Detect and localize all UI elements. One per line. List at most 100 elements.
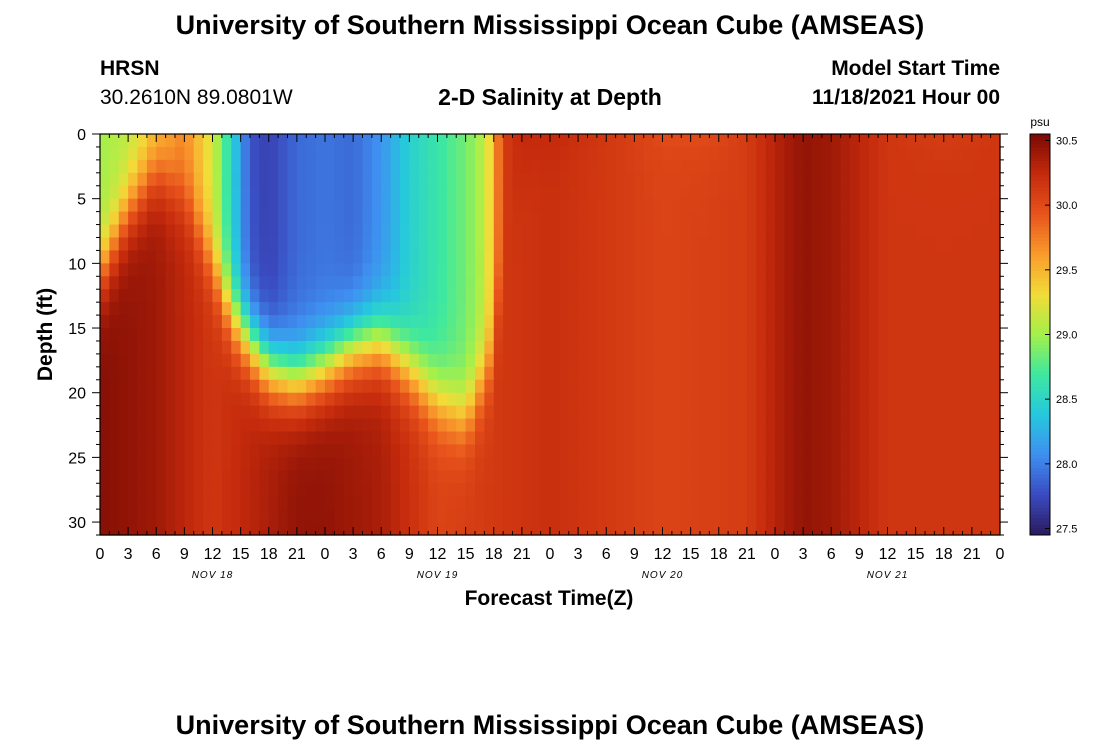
- heatmap-cell: [578, 366, 589, 381]
- heatmap-cell: [587, 405, 598, 420]
- heatmap-cell: [962, 172, 973, 187]
- heatmap-cell: [915, 444, 926, 458]
- heatmap-cell: [559, 418, 570, 433]
- heatmap-cell: [896, 159, 907, 174]
- colorbar-segment: [1030, 367, 1050, 372]
- heatmap-cell: [240, 353, 251, 368]
- heatmap-cell: [193, 250, 204, 264]
- heatmap-cell: [812, 328, 823, 342]
- heatmap-cell: [512, 353, 523, 368]
- colorbar-segment: [1030, 210, 1050, 215]
- heatmap-cell: [100, 418, 110, 433]
- heatmap-cell: [981, 353, 992, 368]
- heatmap-cell: [578, 496, 589, 510]
- heatmap-cell: [925, 496, 935, 510]
- heatmap-cell: [878, 263, 889, 277]
- heatmap-cell: [343, 302, 354, 316]
- heatmap-cell: [887, 211, 898, 226]
- heatmap-cell: [353, 159, 364, 174]
- heatmap-cell: [287, 340, 298, 355]
- heatmap-cell: [700, 159, 710, 174]
- heatmap-cell: [709, 315, 720, 329]
- heatmap-cell: [118, 134, 129, 148]
- colorbar-segment: [1030, 294, 1050, 299]
- heatmap-cell: [512, 276, 523, 290]
- heatmap-cell: [109, 392, 120, 407]
- colorbar-segment: [1030, 224, 1050, 229]
- heatmap-cell: [390, 509, 401, 523]
- colorbar-unit: psu: [1030, 115, 1049, 129]
- heatmap-cell: [278, 522, 289, 536]
- heatmap-cell: [540, 483, 551, 497]
- heatmap-cell: [934, 366, 945, 381]
- heatmap-cell: [728, 263, 739, 277]
- heatmap-cell: [990, 263, 1001, 277]
- heatmap-cell: [887, 198, 898, 213]
- heatmap-cell: [100, 522, 110, 536]
- heatmap-cell: [418, 522, 429, 536]
- heatmap-cell: [578, 263, 589, 277]
- heatmap-cell: [503, 392, 514, 407]
- heatmap-cell: [278, 224, 289, 239]
- heatmap-cell: [859, 159, 870, 174]
- colorbar-segment: [1030, 488, 1050, 493]
- heatmap-cell: [728, 509, 739, 523]
- heatmap-cell: [887, 328, 898, 342]
- heatmap-cell: [221, 483, 232, 497]
- colorbar-segment: [1030, 197, 1050, 202]
- colorbar-segment: [1030, 217, 1050, 222]
- heatmap-cell: [371, 366, 382, 381]
- heatmap-cell: [268, 418, 279, 433]
- colorbar-segment: [1030, 441, 1050, 446]
- heatmap-cell: [681, 328, 692, 342]
- heatmap-cell: [128, 392, 139, 407]
- heatmap-cell: [831, 328, 842, 342]
- heatmap-cell: [184, 276, 195, 290]
- heatmap-cell: [831, 483, 842, 497]
- heatmap-cell: [428, 444, 439, 458]
- heatmap-cell: [812, 237, 823, 252]
- heatmap-cell: [784, 276, 795, 290]
- heatmap-cell: [231, 328, 242, 342]
- heatmap-cell: [990, 392, 1001, 407]
- heatmap-cell: [606, 444, 617, 458]
- heatmap-cell: [446, 328, 457, 342]
- heatmap-cell: [550, 159, 560, 174]
- heatmap-cell: [240, 405, 251, 420]
- heatmap-cell: [728, 185, 739, 200]
- heatmap-cell: [409, 340, 420, 355]
- heatmap-cell: [540, 159, 551, 174]
- heatmap-cell: [671, 379, 682, 394]
- heatmap-cell: [100, 172, 110, 187]
- heatmap-cell: [625, 224, 635, 239]
- heatmap-cell: [643, 431, 654, 446]
- heatmap-cell: [278, 276, 289, 290]
- heatmap-cell: [493, 250, 504, 264]
- heatmap-cell: [212, 198, 223, 213]
- heatmap-cell: [512, 431, 523, 446]
- heatmap-cell: [503, 250, 514, 264]
- heatmap-cell: [390, 146, 401, 161]
- heatmap-cell: [962, 315, 973, 329]
- heatmap-cell: [971, 496, 982, 510]
- heatmap-cell: [475, 237, 485, 252]
- heatmap-cell: [128, 496, 139, 510]
- heatmap-cell: [165, 198, 176, 213]
- heatmap-cell: [268, 444, 279, 458]
- heatmap-cell: [259, 315, 270, 329]
- heatmap-cell: [962, 263, 973, 277]
- heatmap-cell: [353, 431, 364, 446]
- heatmap-cell: [671, 470, 682, 484]
- heatmap-cell: [475, 366, 485, 381]
- colorbar: 30.530.029.529.028.528.027.5: [1029, 133, 1077, 536]
- heatmap-cell: [146, 276, 157, 290]
- heatmap-cell: [231, 237, 242, 252]
- heatmap-cell: [568, 237, 579, 252]
- heatmap-cell: [221, 418, 232, 433]
- heatmap-cell: [662, 379, 673, 394]
- heatmap-cell: [268, 392, 279, 407]
- heatmap-cell: [615, 172, 626, 187]
- heatmap-cell: [231, 289, 242, 303]
- heatmap-cell: [700, 379, 710, 394]
- heatmap-cell: [334, 353, 345, 368]
